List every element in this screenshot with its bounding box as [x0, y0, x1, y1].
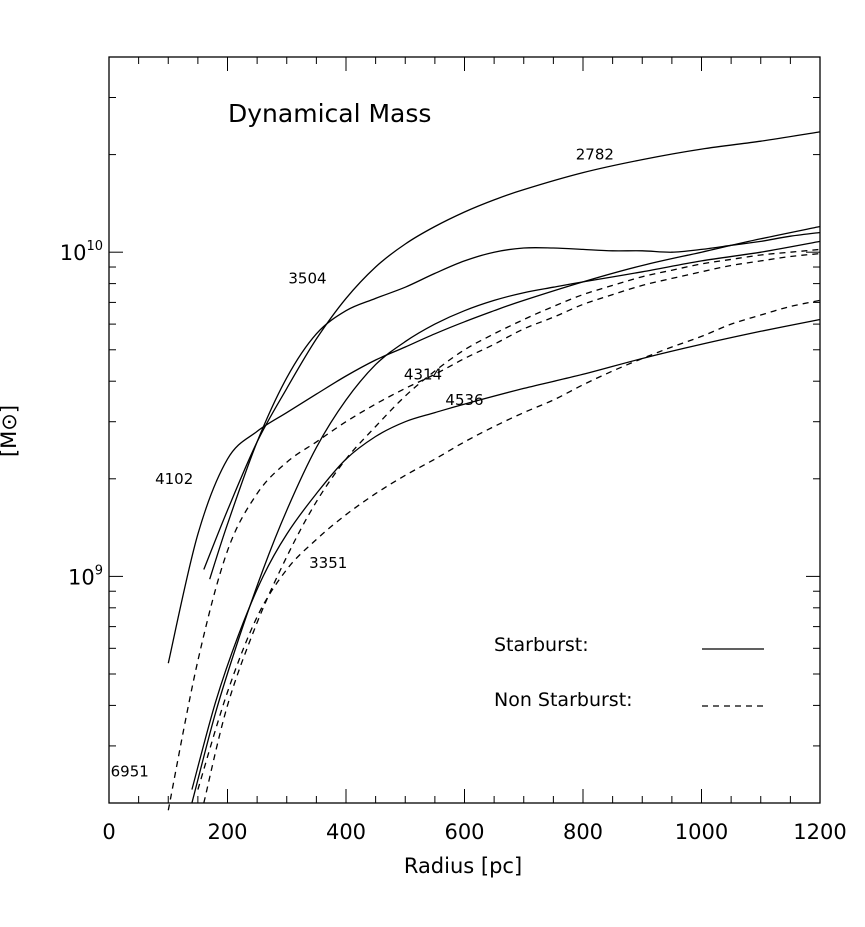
- x-tick-label: 0: [102, 820, 115, 844]
- x-tick-labels: 0 200 400 600 800 1000 1200: [102, 820, 846, 844]
- y-tick-label: 1010: [60, 239, 103, 265]
- legend-non-starburst-label: Non Starburst:: [494, 689, 633, 711]
- x-tick-label: 600: [444, 820, 484, 844]
- series-annotations: 2782 3504 4102 4536 6951 4314 3351: [111, 146, 614, 781]
- chart-title: Dynamical Mass: [228, 99, 431, 128]
- series-label-6951: 6951: [111, 763, 149, 781]
- x-axis-label: Radius [pc]: [404, 854, 522, 878]
- series-label-4536: 4536: [445, 391, 483, 409]
- legend: Starburst: Non Starburst:: [494, 634, 764, 711]
- y-tick-labels: 109 1010: [60, 239, 103, 589]
- series-label-2782: 2782: [576, 146, 614, 164]
- plot-frame: [108, 56, 821, 804]
- x-tick-label: 400: [326, 820, 366, 844]
- y-axis-label: [M⊙]: [0, 405, 21, 457]
- legend-starburst-label: Starburst:: [494, 634, 589, 656]
- series-line-3504: [209, 231, 821, 580]
- series-line-2782: [203, 131, 821, 570]
- series-line-4314: [167, 252, 821, 811]
- series-label-3504: 3504: [288, 269, 326, 287]
- series-label-3351: 3351: [309, 554, 347, 572]
- series-label-4102: 4102: [155, 470, 193, 488]
- y-tick-label: 109: [68, 563, 103, 589]
- series-line-3351: [197, 299, 821, 790]
- x-tick-label: 800: [563, 820, 603, 844]
- series-layer: [167, 131, 821, 811]
- x-tick-label: 1000: [675, 820, 728, 844]
- series-line-6951: [191, 240, 821, 804]
- axis-ticks: [108, 56, 821, 804]
- series-line-unlabeled-7: [203, 248, 821, 804]
- series-label-4314: 4314: [404, 365, 442, 383]
- x-tick-label: 1200: [793, 820, 846, 844]
- series-line-4102: [167, 225, 821, 664]
- x-tick-label: 200: [207, 820, 247, 844]
